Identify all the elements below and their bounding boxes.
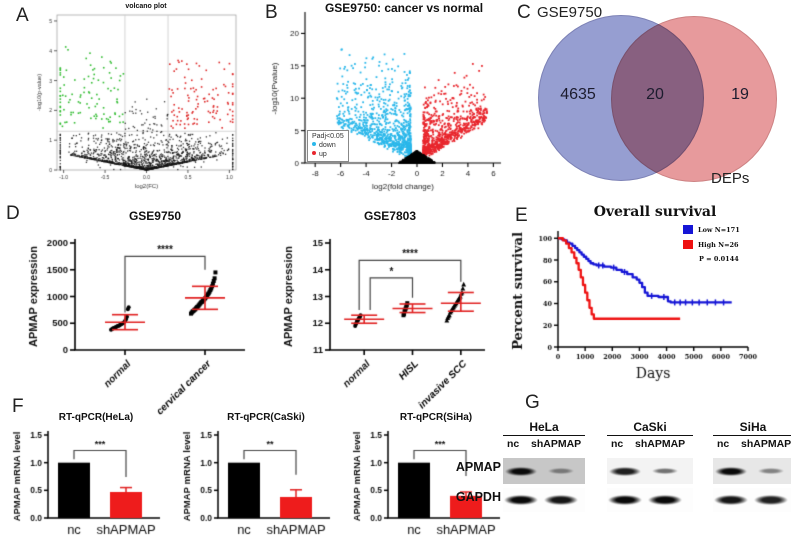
panel-b-title: GSE9750: cancer vs normal (324, 1, 484, 15)
qpcr-caski-title: RT-qPCR(CaSki) (227, 412, 305, 423)
gapdh-band-shAPMAP (754, 495, 788, 505)
dotplot-gse9750-title: GSE9750 (128, 209, 182, 223)
panel-d: D GSE9750 GSE7803 (0, 195, 500, 420)
apmap-blot-strip (503, 458, 585, 484)
panel-f: F RT-qPCR(HeLa) RT-qPCR(CaSki) RT-qPCR(S… (0, 390, 520, 539)
gapdh-band-shAPMAP (544, 495, 578, 505)
panel-c-letter: C (517, 2, 531, 23)
venn-overlap-count: 20 (646, 86, 664, 103)
panel-a: A volcano plot (0, 0, 255, 195)
blot-row-label-apmap: APMAP (455, 460, 501, 474)
gapdh-blot-strip (503, 488, 585, 512)
legend-up-label: up (319, 151, 327, 158)
qpcr-siha-title: RT-qPCR(SiHa) (399, 412, 473, 423)
apmap-band-shAPMAP (652, 468, 678, 474)
cell-line-label: SiHa (739, 420, 767, 434)
blot-groups: HeLa nc shAPMAP CaSki nc shAPMAP SiHa nc shAPMAP (455, 390, 791, 539)
blot-row-label-gapdh: GAPDH (455, 490, 501, 504)
gapdh-blot-strip (713, 488, 791, 512)
down-dot-icon (312, 142, 316, 146)
venn-right-count: 19 (731, 86, 749, 103)
survival-title: Overall survival (593, 204, 717, 220)
low-group-label: Low N=171 (698, 225, 740, 234)
low-group-swatch (683, 225, 693, 234)
volcano-plot-a-canvas (0, 0, 255, 195)
header-underline (503, 435, 585, 436)
venn-left-count: 4635 (560, 86, 596, 103)
gapdh-band-nc (608, 495, 642, 505)
apmap-band-nc (609, 466, 641, 476)
panel-g-letter: G (525, 392, 540, 413)
up-dot-icon (312, 151, 316, 155)
gapdh-blot-strip (607, 488, 693, 512)
high-group-label: High N=26 (698, 240, 739, 249)
apmap-band-nc (505, 466, 537, 476)
lane-label-nc: nc (717, 438, 730, 450)
lane-label-shAPMAP: shAPMAP (741, 438, 791, 450)
qpcr-bars-canvas (0, 390, 520, 539)
volcano-b-legend: Padj<0.05 down up (307, 130, 349, 162)
cell-line-label: CaSki (633, 420, 667, 434)
panel-e: E Overall survival Low N=171 High N=26 P… (500, 195, 791, 420)
legend-title: Padj<0.05 (312, 133, 344, 140)
panel-e-letter: E (515, 205, 528, 226)
cell-line-label: HeLa (529, 420, 559, 434)
panel-f-letter: F (12, 396, 24, 417)
panel-g: G APMAP GAPDH HeLa nc shAPMAP CaSki nc shAPMA… (455, 390, 791, 539)
lane-label-shAPMAP: shAPMAP (531, 438, 582, 450)
apmap-band-nc (715, 466, 747, 476)
dotplots-canvas (0, 195, 500, 420)
lane-label-nc: nc (507, 438, 520, 450)
panel-b: B GSE9750: cancer vs normal Padj<0.05 do… (255, 0, 515, 195)
panel-a-letter: A (16, 5, 29, 26)
lane-label-nc: nc (611, 438, 624, 450)
panel-d-letter: D (6, 203, 20, 224)
lane-label-shAPMAP: shAPMAP (635, 438, 686, 450)
apmap-blot-strip (607, 458, 693, 484)
venn-right-circle (611, 16, 777, 182)
panel-a-title: volcano plot (125, 3, 167, 10)
header-underline (607, 435, 693, 436)
apmap-band-shAPMAP (758, 468, 784, 474)
gapdh-band-shAPMAP (648, 495, 682, 505)
apmap-blot-strip (713, 458, 791, 484)
apmap-band-shAPMAP (548, 468, 574, 474)
gapdh-band-nc (714, 495, 748, 505)
p-value-label: P = 0.0144 (699, 255, 739, 263)
venn-right-set-label: DEPs (711, 170, 750, 187)
venn-left-set-label: GSE9750 (537, 4, 603, 21)
header-underline (713, 435, 791, 436)
gapdh-band-nc (504, 495, 538, 505)
panel-b-letter: B (265, 2, 278, 23)
panel-c: C GSE9750 4635 20 19 DEPs (515, 0, 791, 195)
volcano-plot-b-canvas (255, 0, 515, 195)
survival-legend: Low N=171 High N=26 P = 0.0144 (683, 225, 740, 269)
survival-canvas (500, 195, 791, 420)
dotplot-gse7803-title: GSE7803 (363, 209, 417, 223)
qpcr-hela-title: RT-qPCR(HeLa) (58, 412, 134, 423)
legend-down-label: down (319, 142, 336, 149)
high-group-swatch (683, 240, 693, 249)
